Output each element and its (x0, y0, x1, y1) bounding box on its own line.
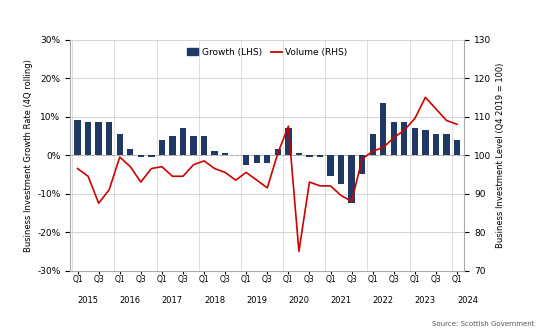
Bar (96, 122, 102, 155)
Bar (117, 134, 123, 155)
Bar (148, 155, 154, 157)
Text: 2017: 2017 (162, 296, 183, 305)
Bar (222, 153, 228, 155)
Bar (159, 140, 165, 155)
Bar (411, 128, 418, 155)
Bar (338, 155, 344, 184)
Bar (191, 136, 197, 155)
Bar (390, 122, 397, 155)
Bar (275, 149, 281, 155)
Bar (243, 155, 249, 165)
Text: 2016: 2016 (120, 296, 141, 305)
Bar (254, 155, 260, 163)
Bar (138, 155, 144, 157)
Bar (369, 134, 376, 155)
Bar (454, 140, 460, 155)
Bar (380, 103, 387, 155)
Text: 2018: 2018 (204, 296, 225, 305)
Bar (422, 130, 429, 155)
Bar (433, 134, 439, 155)
Bar (212, 151, 218, 155)
Bar (317, 155, 323, 157)
Bar (306, 155, 313, 157)
Y-axis label: Business Investment Level (Q4 2019 = 100): Business Investment Level (Q4 2019 = 100… (496, 62, 504, 248)
Bar (75, 120, 81, 155)
Text: 2022: 2022 (373, 296, 394, 305)
Bar (264, 155, 271, 163)
Bar (169, 136, 176, 155)
Bar (443, 134, 450, 155)
Text: 2021: 2021 (330, 296, 352, 305)
Text: Source: Scottish Government: Source: Scottish Government (432, 321, 535, 327)
Bar (106, 122, 112, 155)
Bar (201, 136, 207, 155)
Bar (401, 122, 408, 155)
Bar (85, 122, 91, 155)
Bar (127, 149, 133, 155)
Y-axis label: Business Investment Growth Rate (4Q rolling): Business Investment Growth Rate (4Q roll… (24, 59, 33, 251)
Bar (327, 155, 334, 176)
Bar (359, 155, 366, 174)
Text: 2023: 2023 (415, 296, 436, 305)
Bar (348, 155, 355, 203)
Text: 2020: 2020 (288, 296, 309, 305)
Bar (180, 128, 186, 155)
Bar (285, 128, 292, 155)
Text: 2015: 2015 (78, 296, 99, 305)
Legend: Growth (LHS), Volume (RHS): Growth (LHS), Volume (RHS) (184, 44, 351, 60)
Text: 2024: 2024 (457, 296, 478, 305)
Text: 2019: 2019 (246, 296, 267, 305)
Bar (296, 153, 302, 155)
